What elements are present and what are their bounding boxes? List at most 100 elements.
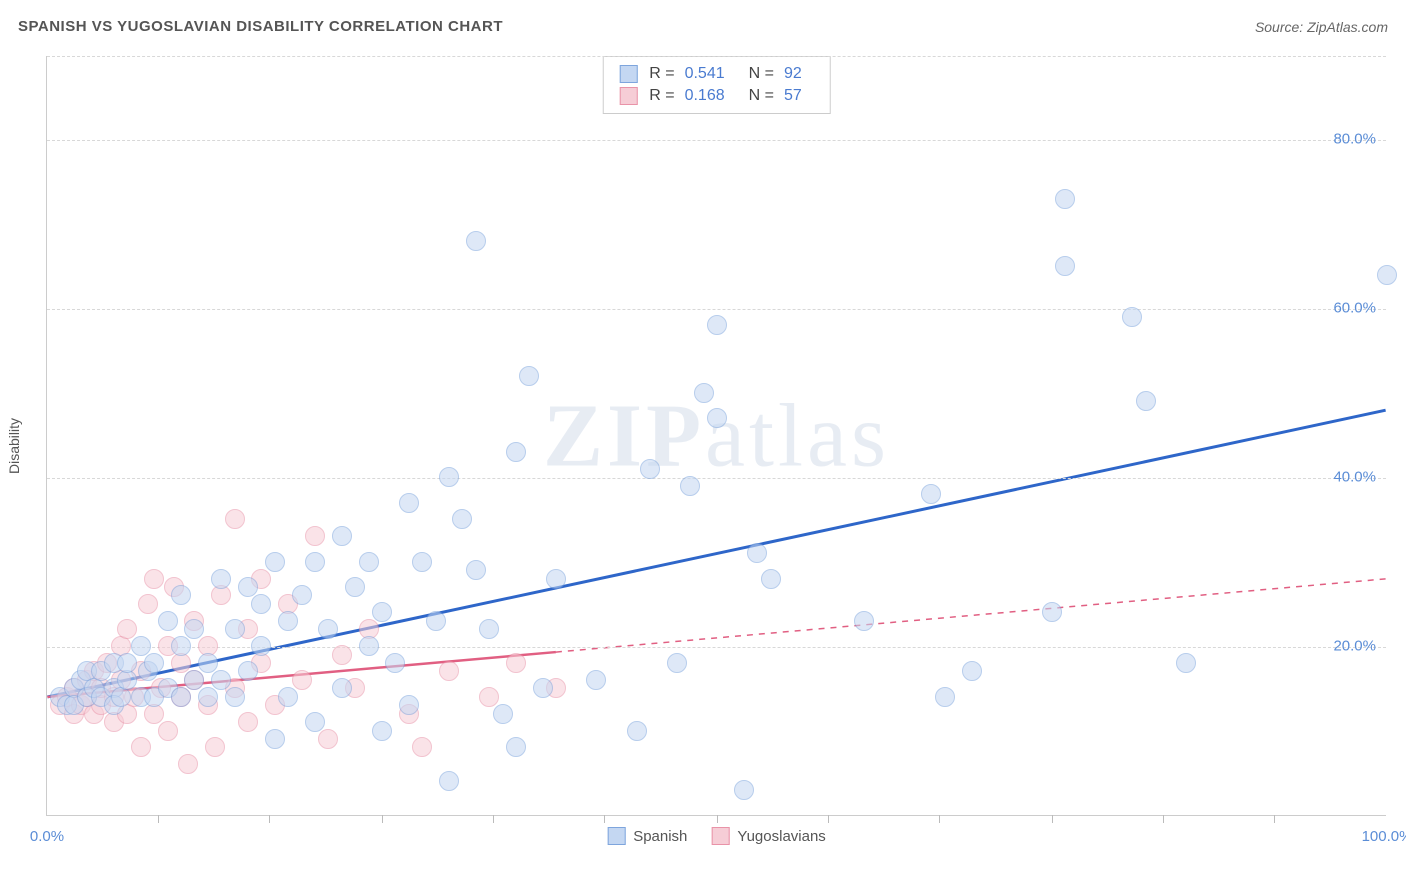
scatter-point xyxy=(198,687,218,707)
x-tick xyxy=(1052,815,1053,823)
scatter-point xyxy=(138,594,158,614)
gridline xyxy=(47,56,1386,57)
scatter-point xyxy=(158,611,178,631)
scatter-point xyxy=(238,712,258,732)
scatter-point xyxy=(426,611,446,631)
scatter-point xyxy=(211,569,231,589)
gridline xyxy=(47,140,1386,141)
scatter-point xyxy=(506,737,526,757)
scatter-point xyxy=(935,687,955,707)
x-tick xyxy=(1274,815,1275,823)
y-tick-label: 60.0% xyxy=(1333,300,1376,317)
scatter-point xyxy=(1042,602,1062,622)
x-tick xyxy=(717,815,718,823)
scatter-point xyxy=(184,619,204,639)
scatter-point xyxy=(171,687,191,707)
scatter-point xyxy=(305,712,325,732)
bottom-legend-label: Yugoslavians xyxy=(737,828,825,845)
scatter-point xyxy=(332,526,352,546)
scatter-point xyxy=(640,459,660,479)
scatter-point xyxy=(205,737,225,757)
scatter-point xyxy=(292,670,312,690)
trend-lines xyxy=(47,56,1386,815)
scatter-point xyxy=(921,484,941,504)
scatter-point xyxy=(399,493,419,513)
scatter-point xyxy=(479,687,499,707)
x-tick xyxy=(269,815,270,823)
scatter-point xyxy=(131,737,151,757)
scatter-point xyxy=(506,442,526,462)
chart-title: SPANISH VS YUGOSLAVIAN DISABILITY CORREL… xyxy=(18,18,503,35)
gridline xyxy=(47,647,1386,648)
scatter-point xyxy=(439,467,459,487)
scatter-point xyxy=(533,678,553,698)
scatter-point xyxy=(278,611,298,631)
scatter-point xyxy=(332,678,352,698)
scatter-point xyxy=(265,552,285,572)
scatter-point xyxy=(251,636,271,656)
scatter-point xyxy=(184,670,204,690)
scatter-point xyxy=(1055,189,1075,209)
scatter-point xyxy=(305,526,325,546)
bottom-legend-label: Spanish xyxy=(633,828,687,845)
scatter-point xyxy=(546,569,566,589)
x-tick xyxy=(158,815,159,823)
scatter-point xyxy=(1176,653,1196,673)
scatter-point xyxy=(359,552,379,572)
gridline xyxy=(47,309,1386,310)
scatter-point xyxy=(466,560,486,580)
scatter-point xyxy=(225,619,245,639)
gridline xyxy=(47,478,1386,479)
scatter-point xyxy=(734,780,754,800)
bottom-legend-spanish: Spanish xyxy=(607,827,687,845)
scatter-point xyxy=(372,602,392,622)
x-tick-label: 100.0% xyxy=(1362,828,1406,845)
scatter-point xyxy=(345,577,365,597)
x-tick-label: 0.0% xyxy=(30,828,64,845)
y-tick-label: 20.0% xyxy=(1333,638,1376,655)
scatter-point xyxy=(144,569,164,589)
scatter-point xyxy=(707,315,727,335)
scatter-point xyxy=(586,670,606,690)
scatter-point xyxy=(479,619,499,639)
scatter-point xyxy=(506,653,526,673)
x-tick xyxy=(1163,815,1164,823)
x-tick xyxy=(493,815,494,823)
scatter-point xyxy=(372,721,392,741)
scatter-point xyxy=(144,653,164,673)
scatter-point xyxy=(117,619,137,639)
scatter-point xyxy=(707,408,727,428)
scatter-point xyxy=(171,636,191,656)
scatter-point xyxy=(1055,256,1075,276)
scatter-point xyxy=(171,585,191,605)
x-tick xyxy=(828,815,829,823)
scatter-point xyxy=(198,653,218,673)
scatter-point xyxy=(251,594,271,614)
y-tick-label: 80.0% xyxy=(1333,131,1376,148)
scatter-point xyxy=(158,721,178,741)
scatter-point xyxy=(452,509,472,529)
scatter-point xyxy=(318,619,338,639)
scatter-point xyxy=(399,695,419,715)
scatter-point xyxy=(305,552,325,572)
scatter-point xyxy=(178,754,198,774)
scatter-point xyxy=(493,704,513,724)
scatter-point xyxy=(627,721,647,741)
x-tick xyxy=(604,815,605,823)
y-axis-label: Disability xyxy=(6,418,22,474)
scatter-point xyxy=(211,670,231,690)
scatter-point xyxy=(667,653,687,673)
scatter-point xyxy=(694,383,714,403)
source-attribution: Source: ZipAtlas.com xyxy=(1255,19,1388,35)
scatter-point xyxy=(1136,391,1156,411)
scatter-point xyxy=(225,687,245,707)
scatter-point xyxy=(278,687,298,707)
swatch-spanish xyxy=(607,827,625,845)
scatter-point xyxy=(225,509,245,529)
x-tick xyxy=(939,815,940,823)
scatter-point xyxy=(747,543,767,563)
swatch-yugoslavians xyxy=(711,827,729,845)
scatter-point xyxy=(238,577,258,597)
scatter-point xyxy=(1122,307,1142,327)
scatter-point xyxy=(466,231,486,251)
